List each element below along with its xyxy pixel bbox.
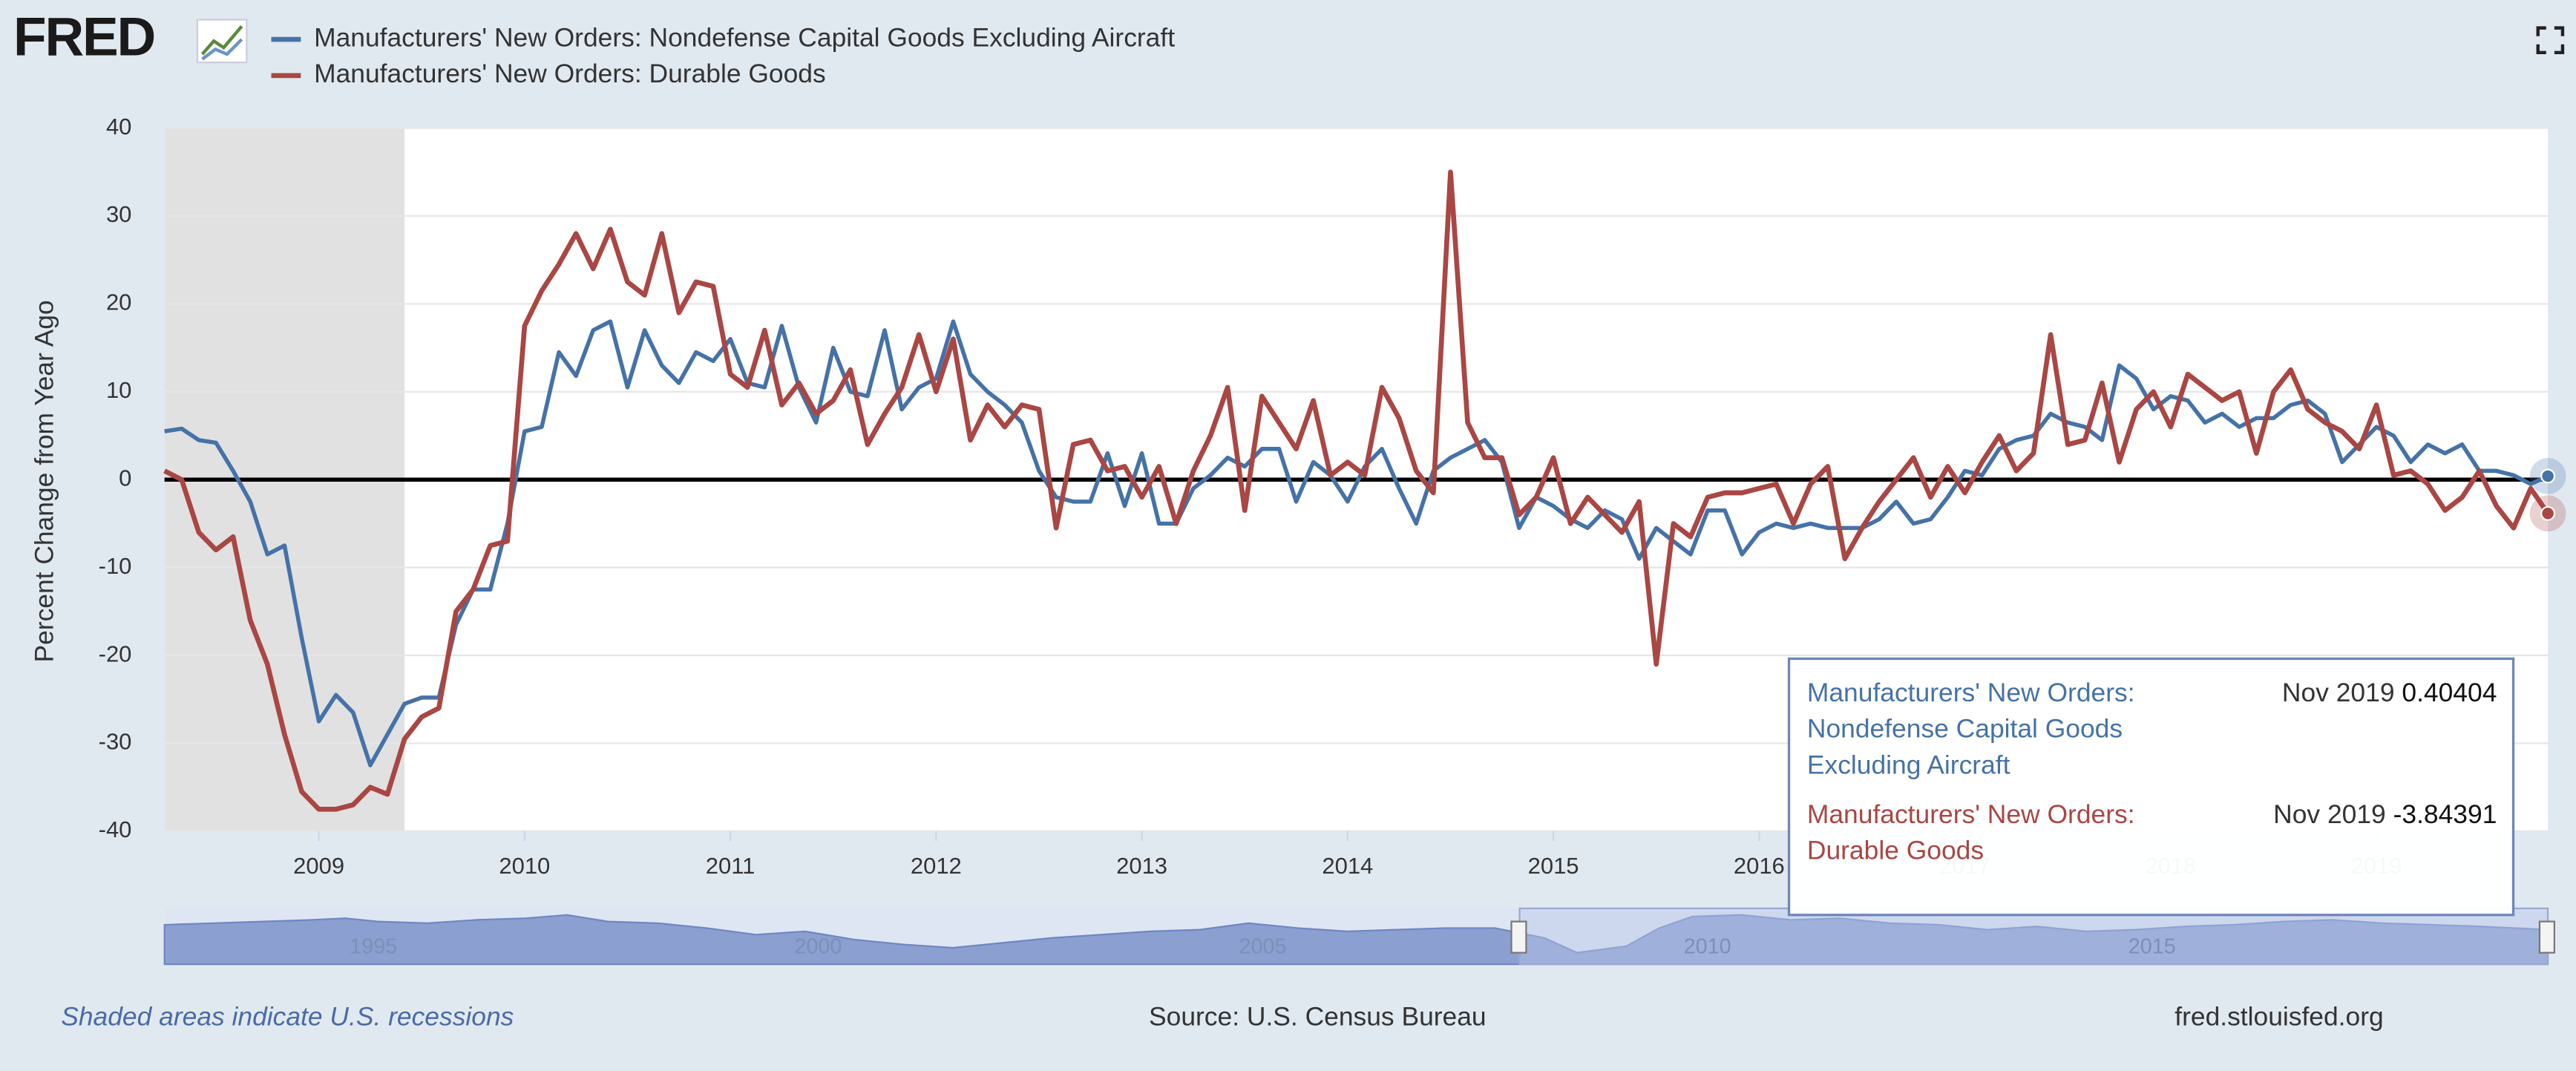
navigator-tick-label: 2000 xyxy=(794,935,842,959)
tooltip-content: Manufacturers' New Orders: Nondefense Ca… xyxy=(1807,677,2497,871)
logo-icon xyxy=(196,19,248,64)
x-tick-label: 2013 xyxy=(1116,853,1167,879)
navigator-selection[interactable] xyxy=(1518,907,2549,966)
navigator-tick-label: 2005 xyxy=(1239,935,1287,959)
tooltip-series-name: Manufacturers' New Orders: Durable Goods xyxy=(1806,802,2135,866)
fullscreen-icon[interactable] xyxy=(2536,26,2565,55)
navigator-handle[interactable] xyxy=(1510,920,1527,954)
site-url[interactable]: fred.stlouisfed.org xyxy=(2174,1002,2383,1032)
tooltip-row: Manufacturers' New Orders: Nondefense Ca… xyxy=(1807,677,2497,785)
legend-label: Manufacturers' New Orders: Durable Goods xyxy=(314,59,826,88)
y-tick-label: 10 xyxy=(106,377,131,403)
tooltip-date: Nov 2019 xyxy=(2273,802,2386,830)
navigator-tick-label: 1995 xyxy=(350,935,397,959)
navigator[interactable]: 1995 2000 2005 2010 2015 xyxy=(163,907,2555,966)
legend-label: Manufacturers' New Orders: Nondefense Ca… xyxy=(314,22,1175,52)
end-marker xyxy=(2540,505,2556,521)
y-tick-label: 40 xyxy=(106,114,131,140)
tooltip-box xyxy=(1787,657,2515,917)
tooltip-number: 0.40404 xyxy=(2402,680,2497,708)
series-line xyxy=(164,319,2549,767)
tooltip: Manufacturers' New Orders: Nondefense Ca… xyxy=(1807,677,2497,871)
x-tick-label: 2011 xyxy=(706,853,756,879)
navigator-handle[interactable] xyxy=(2538,920,2555,954)
tooltip-row: Manufacturers' New Orders: Durable Goods… xyxy=(1807,799,2497,871)
y-tick-label: -20 xyxy=(99,641,132,666)
logo[interactable]: FRED xyxy=(13,7,156,68)
x-tick-label: 2014 xyxy=(1322,853,1373,879)
navigator-area xyxy=(163,914,2549,966)
y-tick-label: -10 xyxy=(99,553,132,579)
tooltip-value: Nov 2019 0.40404 xyxy=(2282,677,2497,785)
y-tick-label: 0 xyxy=(119,465,131,491)
y-tick-label: -30 xyxy=(99,729,132,755)
x-tick-label: 2012 xyxy=(911,853,962,879)
series-line xyxy=(163,169,2550,812)
x-tick-label: 2009 xyxy=(293,853,344,879)
y-tick-label: 30 xyxy=(106,201,131,227)
tooltip-number: -3.84391 xyxy=(2393,802,2497,830)
tooltip-value: Nov 2019 -3.84391 xyxy=(2273,799,2497,871)
source: Source: U.S. Census Bureau xyxy=(1149,1002,1487,1032)
tooltip-series-name: Manufacturers' New Orders: Nondefense Ca… xyxy=(1806,680,2135,781)
y-axis-label: Percent Change from Year Ago xyxy=(30,300,59,662)
y-tick-label: 20 xyxy=(106,289,131,315)
y-tick-label: -40 xyxy=(99,816,132,842)
tooltip-date: Nov 2019 xyxy=(2281,680,2395,708)
end-marker xyxy=(2540,468,2556,484)
navigator-tick-label: 2015 xyxy=(2128,935,2176,959)
navigator-tick-label: 2010 xyxy=(1684,935,1731,959)
x-tick-label: 2010 xyxy=(499,853,550,879)
recession-note: Shaded areas indicate U.S. recessions xyxy=(61,1002,514,1032)
x-tick-label: 2015 xyxy=(1528,853,1579,879)
x-tick-label: 2016 xyxy=(1734,853,1785,879)
